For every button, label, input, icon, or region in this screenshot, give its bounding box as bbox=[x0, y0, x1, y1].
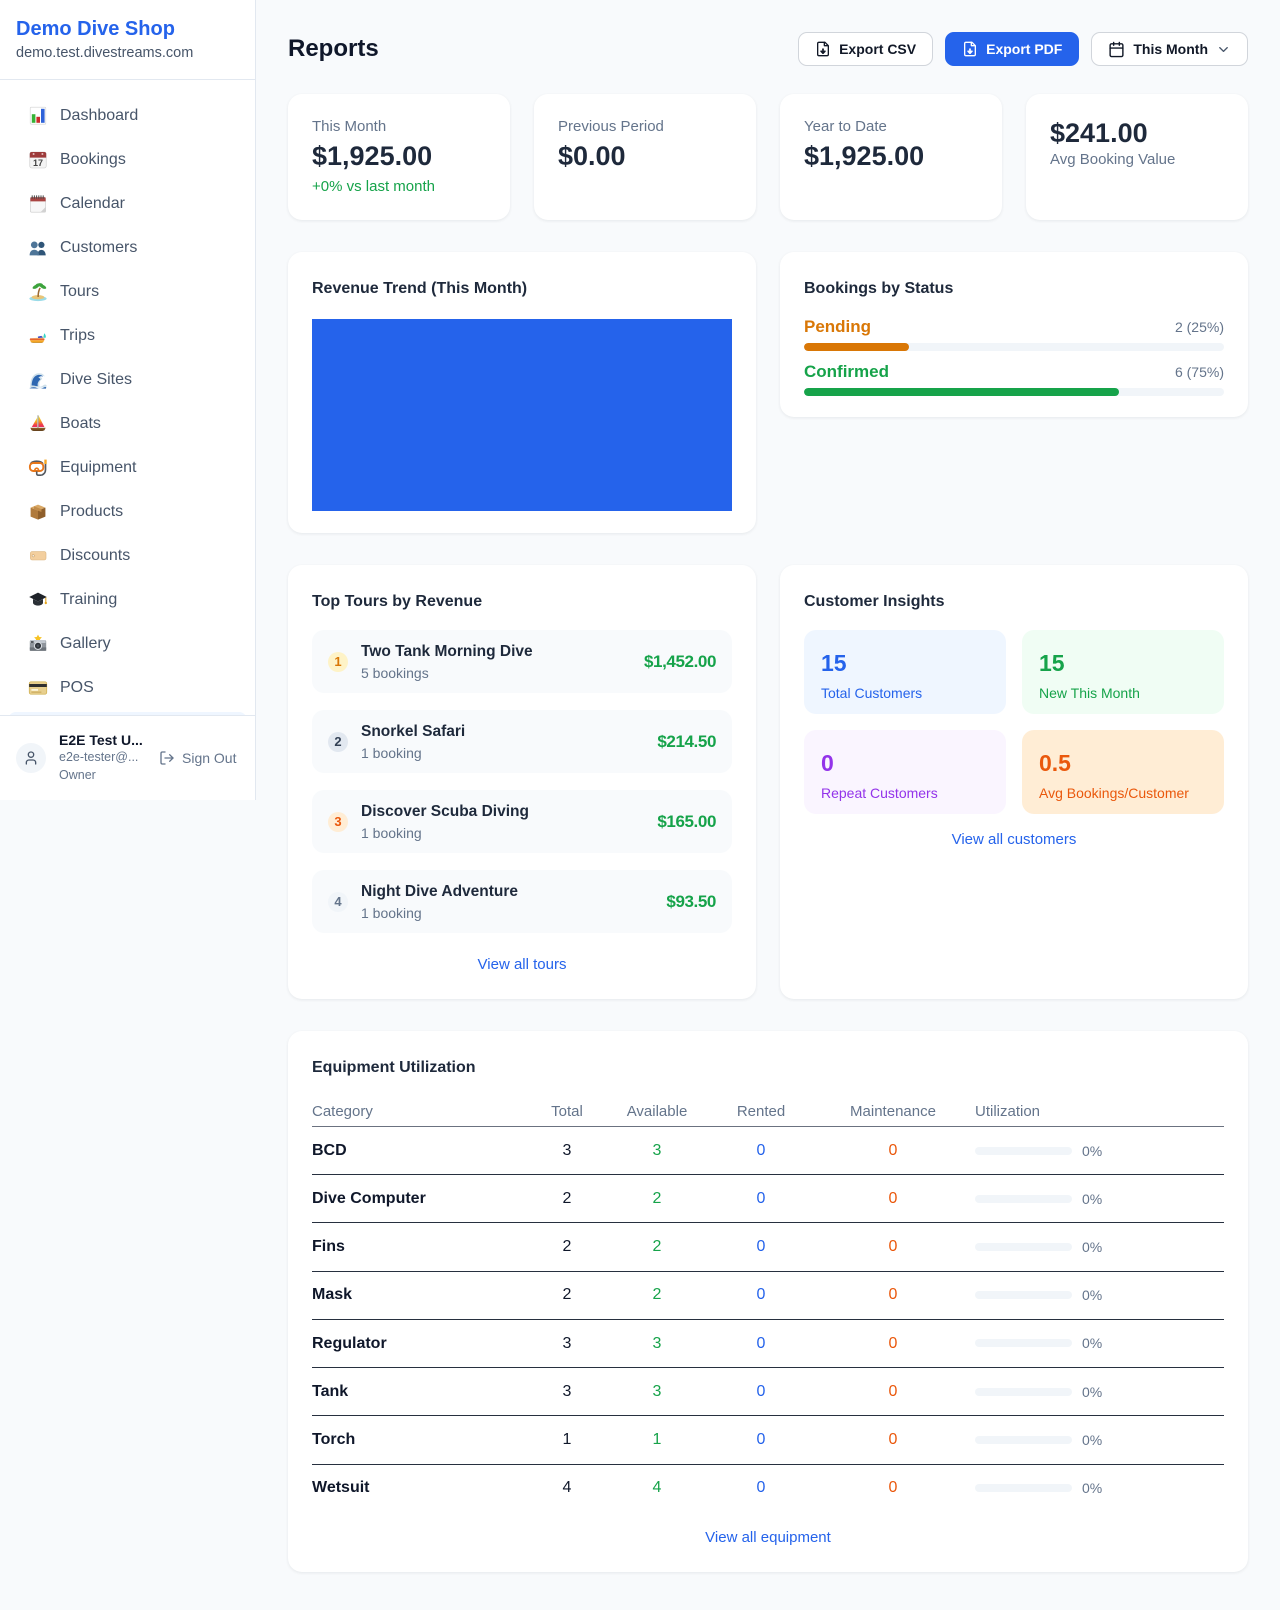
svg-text:17: 17 bbox=[33, 158, 43, 168]
